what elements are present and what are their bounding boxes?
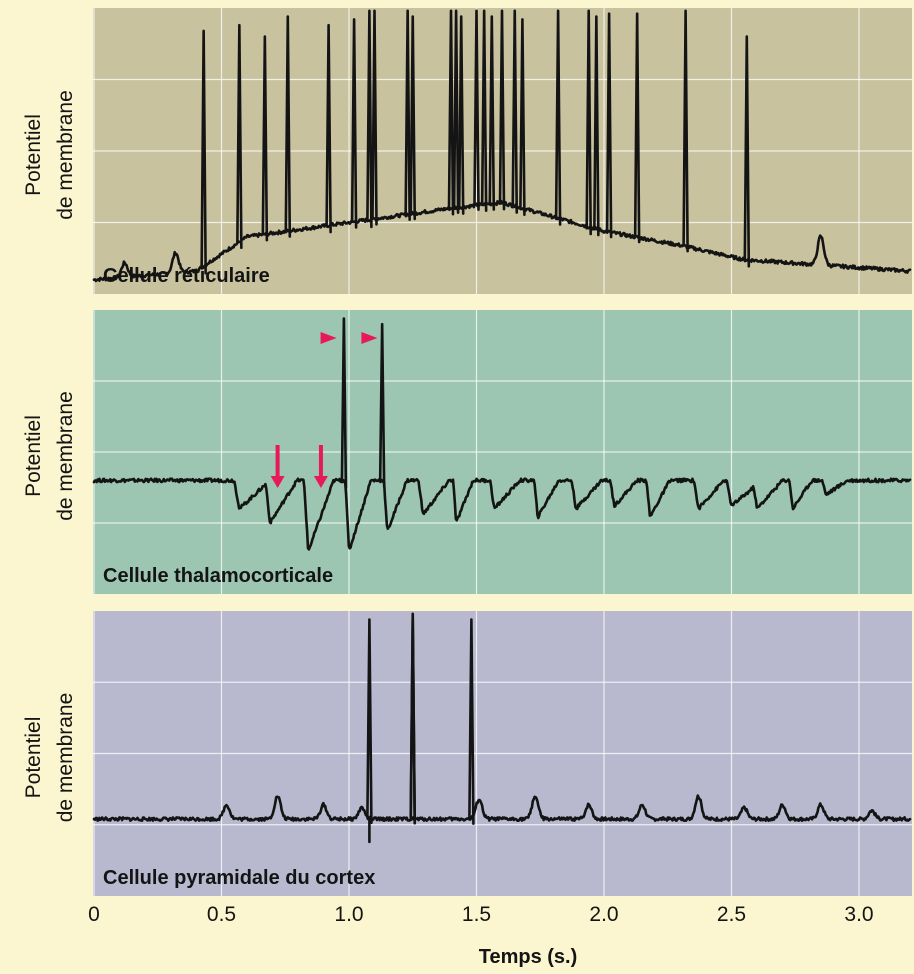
x-tick-label: 0.5: [207, 903, 236, 926]
panel-label: Cellule pyramidale du cortex: [103, 867, 375, 889]
spike-20: [554, 9, 562, 226]
panel-2: Cellule thalamocorticale Potentiel de memb…: [22, 310, 912, 594]
y-axis-label-line2: de membrane: [54, 693, 77, 823]
x-axis: 0 0.5 1.0 1.5 2.0 2.5 3.0: [88, 903, 873, 926]
arrowhead-right-1: [320, 332, 337, 344]
spike-3: [261, 35, 269, 242]
arrow-down-head-1: [270, 476, 285, 488]
spike-10: [409, 15, 417, 221]
spike-2: [378, 322, 386, 488]
trace-3: [92, 794, 912, 823]
panel-label: Cellule thalamocorticale: [103, 565, 333, 587]
x-tick-label: 0: [88, 903, 100, 926]
spike-1: [340, 317, 348, 490]
spike-3: [409, 618, 417, 825]
spike-7: [366, 9, 373, 229]
spike-22: [593, 15, 600, 237]
spike-1: [366, 618, 373, 824]
x-axis-label: Temps (s.): [479, 946, 578, 968]
spike-25: [682, 9, 689, 253]
spike-19: [519, 18, 526, 216]
spike-9: [404, 9, 411, 221]
arrowhead-right-2: [361, 332, 378, 344]
spike-4: [468, 618, 475, 825]
panel-3: Cellule pyramidale du cortex Potentiel de …: [22, 611, 912, 896]
spike-14: [473, 9, 480, 211]
x-tick-label: 1.0: [334, 903, 363, 926]
arrow-down-head-2: [313, 476, 328, 488]
spike-13: [457, 15, 465, 215]
spike-4: [284, 15, 292, 238]
panel-1: Cellule réticulaire Potentiel de membrane: [22, 8, 912, 294]
x-tick-label: 3.0: [844, 903, 873, 926]
spike-24: [633, 12, 641, 244]
trace-2: [92, 477, 912, 551]
spike-11: [447, 9, 455, 216]
spike-12: [452, 9, 460, 214]
spike-16: [488, 15, 496, 211]
y-axis-label-line1: Potentiel: [22, 114, 45, 196]
spike-8: [371, 9, 378, 226]
panel-label: Cellule réticulaire: [103, 265, 270, 287]
y-axis-label-line2: de membrane: [54, 391, 77, 521]
spike-6: [350, 18, 358, 229]
x-tick-label: 2.5: [717, 903, 746, 926]
y-axis-label-line1: Potentiel: [22, 717, 45, 799]
spike-26: [743, 35, 751, 268]
spike-5: [325, 23, 332, 234]
spike-2: [236, 23, 243, 250]
spike-21: [585, 9, 592, 236]
spike-23: [605, 12, 613, 239]
x-tick-label: 1.5: [462, 903, 491, 926]
x-tick-label: 2.0: [589, 903, 618, 926]
spike-17: [498, 9, 506, 211]
y-axis-label-line2: de membrane: [54, 90, 77, 220]
spike-18: [511, 9, 519, 214]
trace-1: [92, 199, 912, 283]
spike-1: [200, 29, 207, 275]
y-axis-label-line1: Potentiel: [22, 415, 45, 497]
spike-15: [480, 9, 488, 212]
